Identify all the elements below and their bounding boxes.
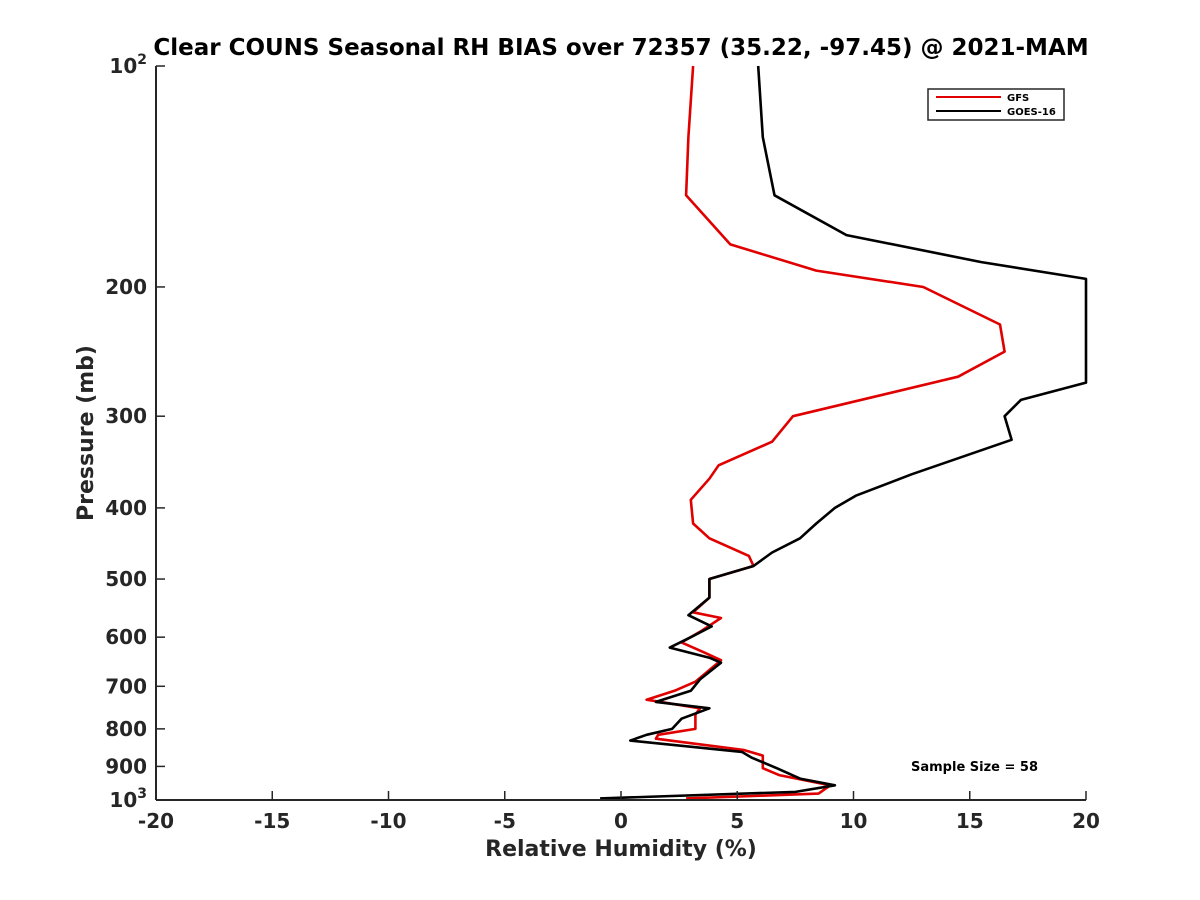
y-tick-label: 700	[105, 674, 147, 698]
y-axis-ticks: 102 200 300 400 500 600 700 800 900 103	[105, 52, 165, 812]
y-tick-label: 300	[105, 404, 147, 428]
legend-box	[927, 88, 1065, 121]
x-tick-label: 5	[730, 809, 744, 833]
legend-label-gfs: GFS	[1007, 93, 1029, 104]
y-tick-label: 400	[105, 496, 147, 520]
x-tick-label: -15	[254, 809, 290, 833]
x-axis-ticks: -20 -15 -10 -5 0 5 10 15 20	[138, 791, 1100, 833]
x-tick-label: -20	[138, 809, 174, 833]
chart-title: Clear COUNS Seasonal RH BIAS over 72357 …	[153, 35, 1088, 61]
y-axis-label: Pressure (mb)	[74, 345, 99, 521]
series-line-goes16	[600, 65, 1088, 800]
x-tick-label: -5	[494, 809, 516, 833]
legend-label-goes16: GOES-16	[1007, 107, 1056, 118]
y-tick-label: 102	[109, 52, 147, 78]
x-tick-label: 10	[840, 809, 868, 833]
x-tick-label: 20	[1072, 809, 1100, 833]
x-tick-label: 15	[956, 809, 984, 833]
x-tick-label: 0	[614, 809, 628, 833]
plot-area: -20 -15 -10 -5 0 5 10 15 20 102 200 300 400 500 600 70…	[105, 52, 1100, 833]
sample-size-annotation: Sample Size = 58	[911, 760, 1038, 775]
y-tick-label: 200	[105, 275, 147, 299]
y-tick-label: 900	[105, 754, 147, 778]
y-tick-label: 500	[105, 567, 147, 591]
series-layer	[600, 65, 1088, 800]
legend: GFS GOES-16	[927, 88, 1065, 121]
y-tick-label: 103	[109, 786, 147, 812]
y-tick-label: 600	[105, 625, 147, 649]
x-axis-label: Relative Humidity (%)	[485, 837, 757, 862]
y-tick-label: 800	[105, 717, 147, 741]
x-tick-label: -10	[370, 809, 406, 833]
